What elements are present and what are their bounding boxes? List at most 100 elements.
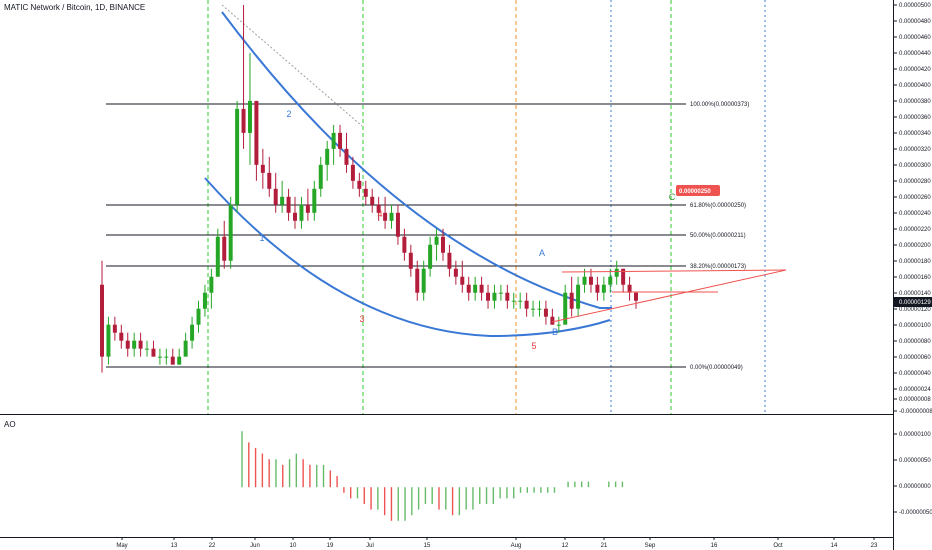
candle-body xyxy=(389,212,394,221)
candle-body xyxy=(550,316,555,325)
candle-body xyxy=(183,340,188,357)
price-tick-label: 0.00000220 xyxy=(899,227,931,233)
candle-body xyxy=(563,292,568,325)
candle-body xyxy=(408,252,413,269)
trend-curves xyxy=(204,4,612,338)
candle-body xyxy=(447,252,452,269)
candle-body xyxy=(376,204,381,213)
candle-body xyxy=(222,236,227,261)
price-tick-label: 0.00000380 xyxy=(899,99,931,105)
time-tick-label: 19 xyxy=(327,543,334,549)
time-tick-label: 12 xyxy=(562,543,569,549)
candle-body xyxy=(305,204,310,213)
candle-body xyxy=(299,204,304,221)
target-price-badge xyxy=(676,185,720,196)
time-tick-label: Aug xyxy=(511,543,522,549)
projection-dotted-line xyxy=(221,4,363,127)
price-tick-label: 0.00000120 xyxy=(899,307,931,313)
price-tick-label: 0.00000360 xyxy=(899,115,931,121)
candle-body xyxy=(280,196,285,205)
ao-tick-label: 0.00000000 xyxy=(899,484,931,490)
candle-body xyxy=(119,332,124,341)
rising-trend-line xyxy=(551,269,787,323)
time-tick-label: Sep xyxy=(645,543,656,549)
price-tick-label: 0.00000008 xyxy=(899,397,931,403)
candle-body xyxy=(112,324,117,333)
current-price-label: 0.00000129 xyxy=(899,300,931,306)
candle-body xyxy=(286,196,291,213)
candle-body xyxy=(151,348,156,357)
price-axis: 0.00000500 0.00000480 0.00000460 0.00000440… xyxy=(893,3,932,415)
time-tick-label: 13 xyxy=(171,543,178,549)
candle-body xyxy=(415,268,420,293)
candle-body xyxy=(331,132,336,149)
candle-body xyxy=(260,164,265,173)
time-tick-label: Oct xyxy=(773,543,783,549)
candle-body xyxy=(588,276,593,285)
candle-body xyxy=(634,292,638,301)
price-tick-label: 0.00000160 xyxy=(899,275,931,281)
wave-label-a: A xyxy=(539,248,545,258)
target-price-label: 0.00000250 xyxy=(679,189,711,195)
candle-body xyxy=(338,132,343,149)
time-tick-label: 10 xyxy=(290,543,297,549)
ao-histogram xyxy=(241,431,624,521)
price-tick-label: 0.00000024 xyxy=(899,387,931,393)
candle-body xyxy=(106,324,111,357)
ao-tick-label: 0.00000100 xyxy=(899,432,931,438)
time-tick-label: May xyxy=(116,543,127,549)
time-tick-label: Jul xyxy=(366,543,374,549)
candle-body xyxy=(215,236,220,277)
candle-body xyxy=(157,356,162,358)
candle-body xyxy=(460,276,465,285)
candle-body xyxy=(595,284,600,293)
candle-body xyxy=(370,196,375,205)
price-tick-label: 0.00000420 xyxy=(899,67,931,73)
price-tick-label: 0.00000500 xyxy=(899,3,931,9)
price-tick-label: 0.00000480 xyxy=(899,19,931,25)
candle-body xyxy=(434,236,439,245)
candle-body xyxy=(177,356,182,365)
fib-level-label: 0.00%(0.00000049) xyxy=(690,365,743,371)
wave-label-4: 4 xyxy=(377,209,382,219)
price-tick-label: 0.00000340 xyxy=(899,131,931,137)
candle-body xyxy=(273,188,278,205)
candle-body xyxy=(556,324,561,326)
candle-body xyxy=(170,356,175,365)
candle-body xyxy=(440,236,445,253)
candle-body xyxy=(164,356,169,358)
candle-body xyxy=(466,284,471,293)
fib-level-label: 100.00%(0.00000373) xyxy=(690,102,749,108)
candle-body xyxy=(531,308,536,310)
candle-body xyxy=(614,268,619,277)
candle-body xyxy=(395,212,400,237)
candle-body xyxy=(505,292,510,301)
candle-body xyxy=(582,276,587,285)
upper-arc-curve xyxy=(221,11,612,309)
time-tick-label: Jun xyxy=(250,543,260,549)
candle-body xyxy=(383,212,388,221)
candle-body xyxy=(357,180,362,189)
candle-body xyxy=(569,292,574,309)
candlestick-series xyxy=(100,5,638,373)
candle-body xyxy=(209,276,214,293)
candle-body xyxy=(138,340,143,349)
candle-body xyxy=(492,292,497,301)
candle-body xyxy=(524,300,529,309)
candle-body xyxy=(518,300,523,302)
price-tick-label: 0.00000440 xyxy=(899,51,931,57)
price-tick-label: 0.00000040 xyxy=(899,371,931,377)
candle-body xyxy=(543,308,548,317)
candle-body xyxy=(428,244,433,269)
candle-body xyxy=(576,284,581,309)
fib-level-label: 61.80%(0.00000250) xyxy=(690,203,746,209)
wave-label-5: 5 xyxy=(531,341,536,351)
candle-body xyxy=(421,268,426,293)
candle-body xyxy=(132,340,137,349)
price-tick-label: 0.00000280 xyxy=(899,179,931,185)
candle-body xyxy=(479,284,484,293)
ao-tick-label: 0.00000050 xyxy=(899,458,931,464)
candle-body xyxy=(453,268,458,277)
